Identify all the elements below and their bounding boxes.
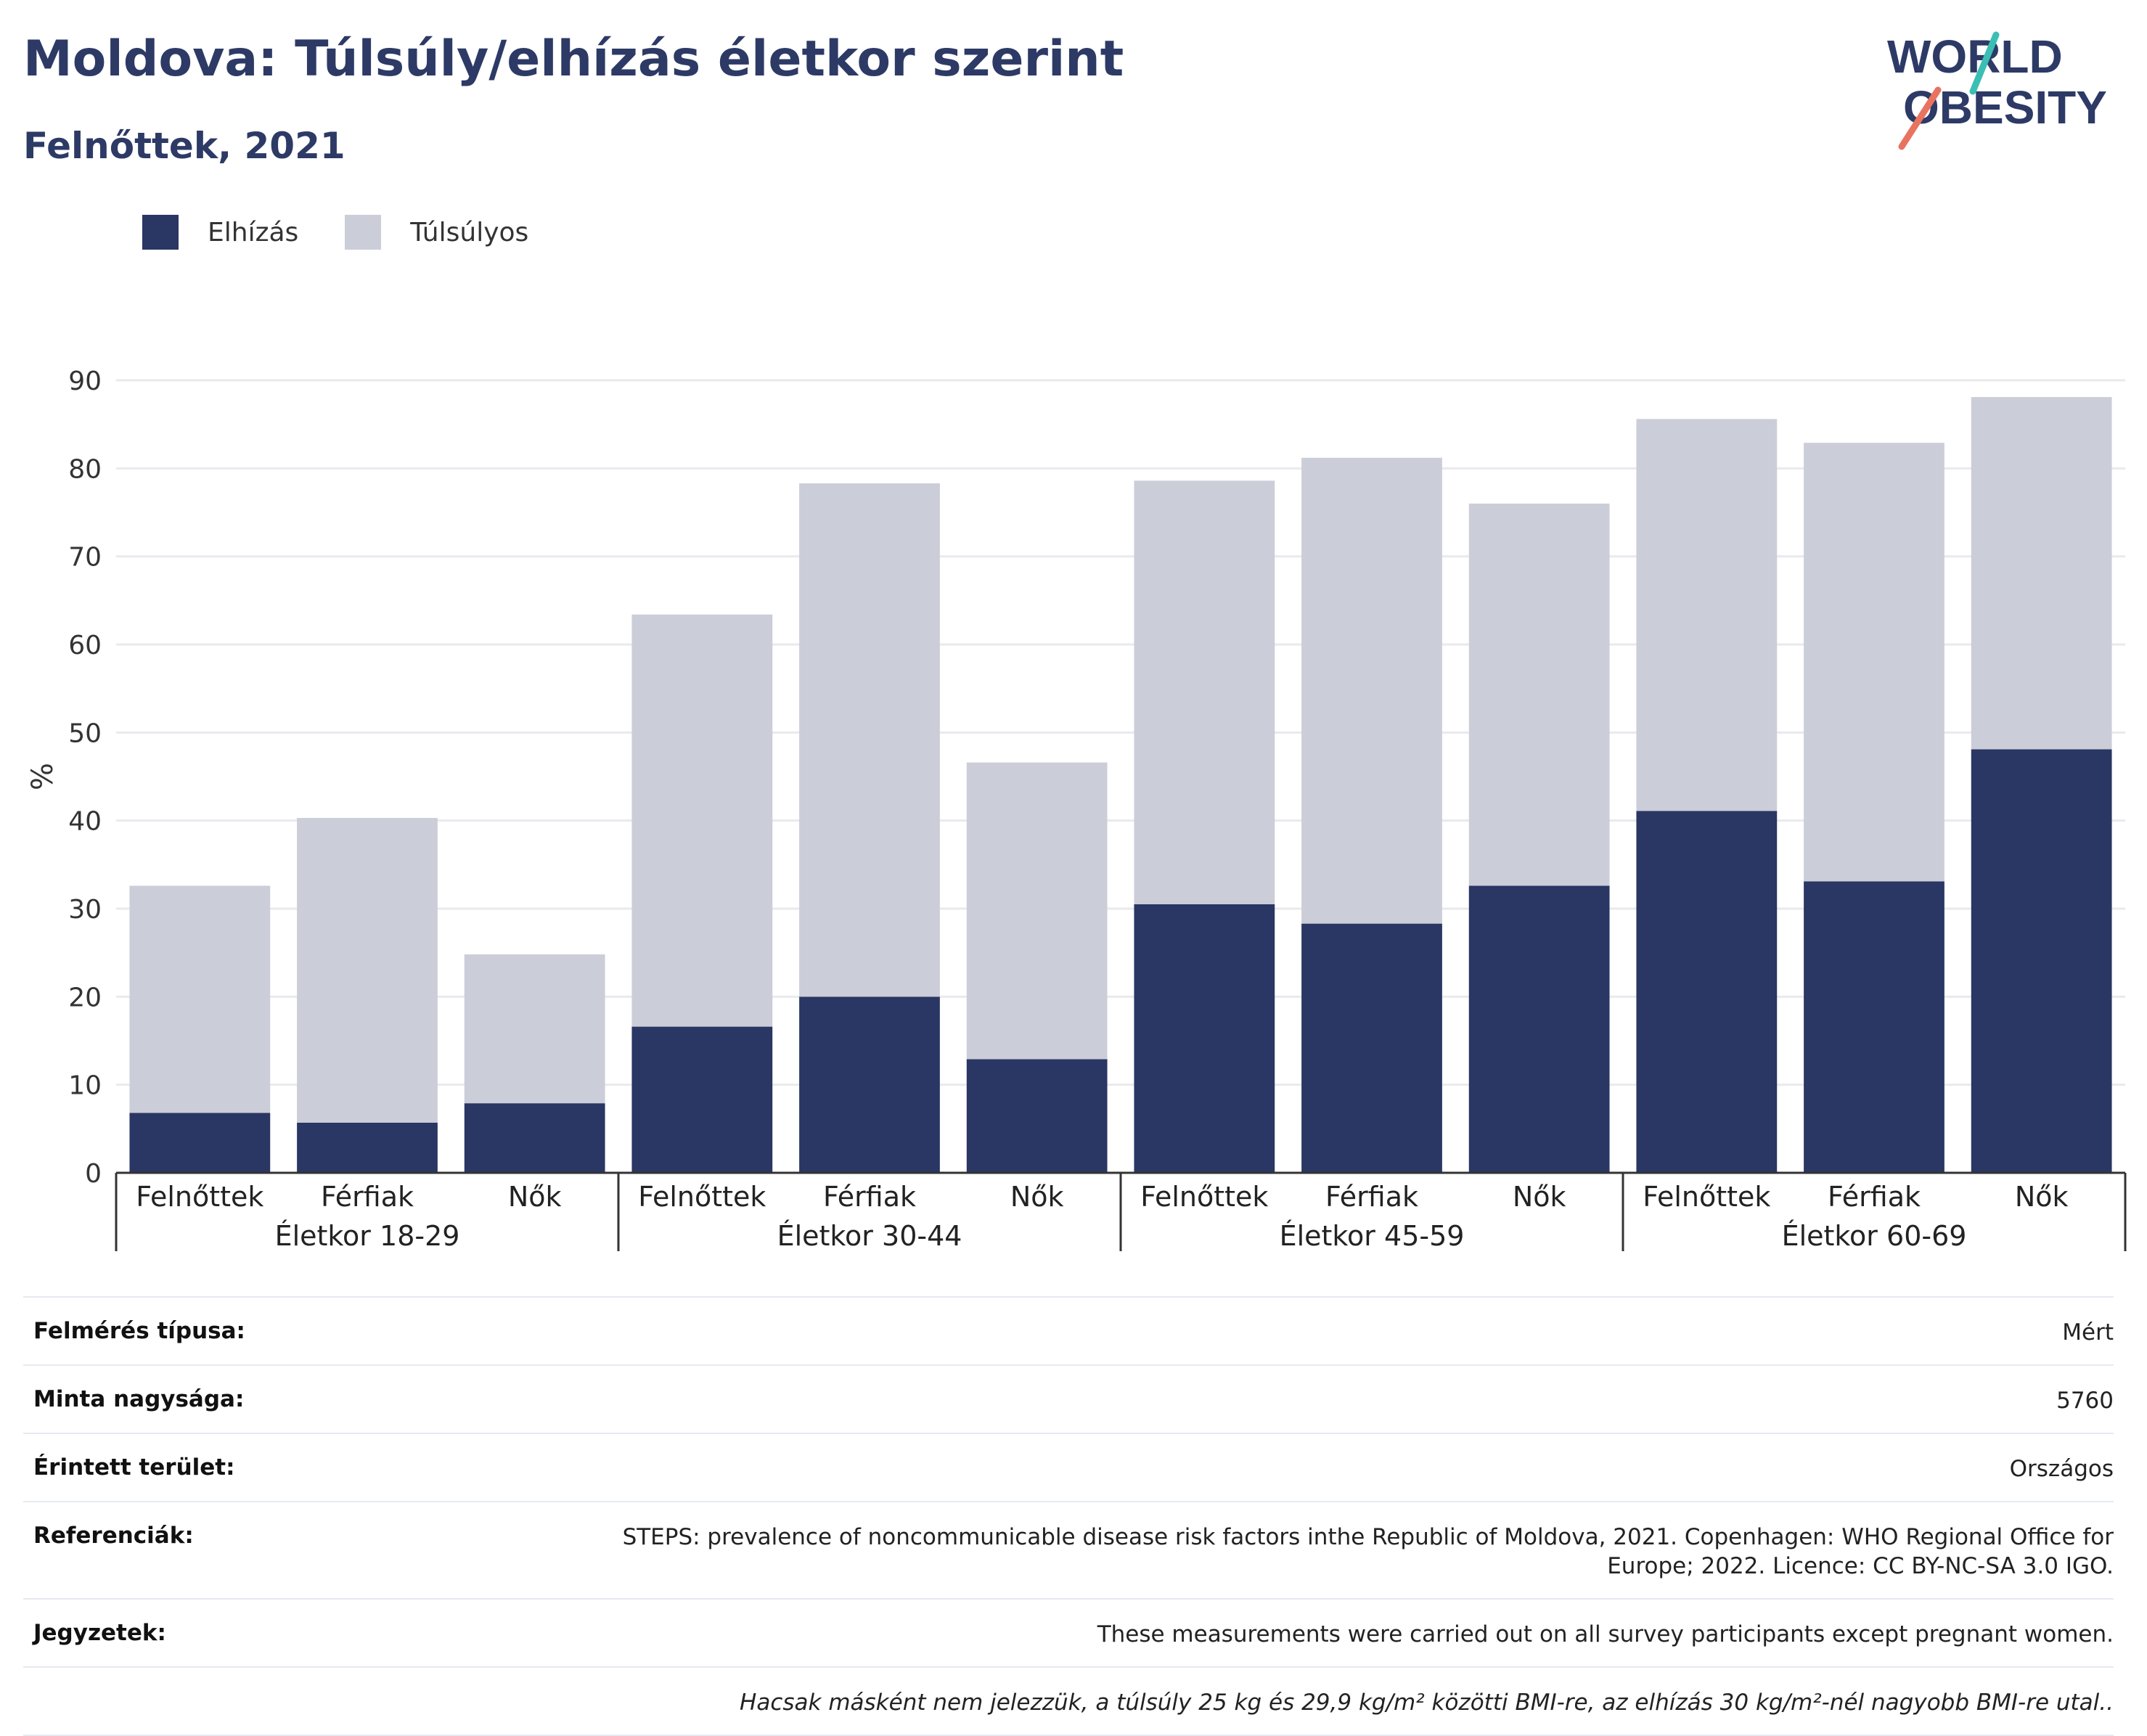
legend-item-overweight: Túlsúlyos	[345, 215, 528, 250]
info-label: Felmérés típusa:	[33, 1318, 245, 1344]
legend-swatch-obesity	[142, 215, 179, 250]
bar-segment-obesity	[1468, 885, 1610, 1173]
y-tick-label: 20	[68, 983, 102, 1012]
logo-line-2: OBESITY	[1903, 81, 2107, 134]
group-label: Életkor 45-59	[1280, 1220, 1465, 1252]
x-tick-label: Nők	[2015, 1181, 2069, 1213]
x-tick-label: Férfiak	[1325, 1181, 1418, 1213]
legend-swatch-overweight	[345, 215, 382, 250]
info-label: Minta nagysága:	[33, 1386, 245, 1412]
info-value: These measurements were carried out on a…	[1097, 1621, 2114, 1647]
world-obesity-logo: WORLD OBESITY	[1887, 30, 2107, 150]
x-tick-label: Felnőttek	[1643, 1181, 1770, 1213]
group-label: Életkor 30-44	[777, 1220, 962, 1252]
bar-segment-obesity	[799, 996, 940, 1173]
logo-slash-coral	[1898, 86, 1942, 150]
bar-segment-obesity	[1971, 749, 2112, 1173]
legend-item-obesity: Elhízás	[142, 215, 298, 250]
bar-segment-overweight	[129, 885, 271, 1113]
chart-subtitle: Felnőttek, 2021	[23, 125, 345, 167]
x-tick-label: Felnőttek	[136, 1181, 263, 1213]
info-label: Érintett terület:	[33, 1454, 235, 1481]
info-value: 5760	[2056, 1388, 2114, 1414]
bar-segment-obesity	[1134, 904, 1275, 1173]
info-value: STEPS: prevalence of noncommunicable dis…	[622, 1524, 2114, 1579]
bar-segment-obesity	[966, 1059, 1108, 1173]
info-value: Országos	[2009, 1456, 2114, 1482]
bar-segment-overweight	[1804, 443, 1944, 882]
bar-segment-overweight	[464, 954, 605, 1104]
chart-legend: Elhízás Túlsúlyos	[142, 215, 575, 250]
x-tick-label: Felnőttek	[638, 1181, 766, 1213]
legend-label-overweight: Túlsúlyos	[410, 217, 529, 247]
bar-segment-obesity	[464, 1103, 605, 1173]
x-tick-label: Felnőttek	[1140, 1181, 1268, 1213]
logo-line-1: WORLD	[1887, 30, 2063, 83]
info-row-sample-size: Minta nagysága: 5760	[23, 1364, 2114, 1433]
info-row-references: Referenciák: STEPS: prevalence of noncom…	[23, 1501, 2114, 1598]
info-value: Hacsak másként nem jelezzük, a túlsúly 2…	[740, 1690, 2114, 1716]
x-tick-label: Nők	[1010, 1181, 1064, 1213]
bar-segment-overweight	[1468, 503, 1610, 886]
y-tick-label: 30	[68, 895, 102, 925]
group-label: Életkor 18-29	[275, 1220, 460, 1252]
bar-segment-overweight	[966, 762, 1108, 1060]
bar-segment-obesity	[1636, 811, 1778, 1173]
bar-segment-obesity	[1804, 881, 1944, 1173]
x-tick-label: Férfiak	[321, 1181, 414, 1213]
bar-segment-overweight	[297, 818, 438, 1123]
y-tick-label: 80	[68, 454, 102, 484]
x-tick-label: Nők	[1513, 1181, 1566, 1213]
y-tick-label: 70	[68, 543, 102, 573]
logo-slash-teal	[1969, 31, 2000, 95]
info-row-notes: Jegyzetek: These measurements were carri…	[23, 1598, 2114, 1666]
info-row-survey-type: Felmérés típusa: Mért	[23, 1296, 2114, 1364]
x-tick-label: Férfiak	[1828, 1181, 1921, 1213]
info-table: Felmérés típusa: Mért Minta nagysága: 57…	[23, 1296, 2114, 1736]
info-value: Mért	[2062, 1319, 2114, 1346]
y-tick-label: 0	[85, 1159, 102, 1189]
bar-segment-obesity	[631, 1026, 773, 1173]
y-tick-label: 40	[68, 807, 102, 837]
y-tick-label: 60	[68, 631, 102, 660]
info-row-area: Érintett terület: Országos	[23, 1433, 2114, 1501]
x-tick-label: Nők	[508, 1181, 562, 1213]
chart-title: Moldova: Túlsúly/elhízás életkor szerint	[23, 30, 1124, 88]
info-row-definition: Hacsak másként nem jelezzük, a túlsúly 2…	[23, 1666, 2114, 1736]
y-tick-label: 50	[68, 718, 102, 748]
bar-segment-overweight	[799, 483, 940, 997]
bar-segment-overweight	[631, 614, 773, 1027]
info-label: Jegyzetek:	[33, 1620, 166, 1646]
y-tick-label: 90	[68, 367, 102, 396]
y-tick-label: 10	[68, 1071, 102, 1101]
info-label: Referenciák:	[33, 1523, 194, 1549]
x-tick-label: Férfiak	[823, 1181, 916, 1213]
bar-segment-overweight	[1636, 419, 1778, 811]
group-label: Életkor 60-69	[1782, 1220, 1967, 1252]
legend-label-obesity: Elhízás	[208, 217, 299, 247]
bar-segment-obesity	[1301, 923, 1442, 1173]
bar-segment-overweight	[1134, 480, 1275, 904]
bar-segment-obesity	[297, 1122, 438, 1173]
bar-segment-obesity	[129, 1113, 271, 1173]
bar-segment-overweight	[1301, 457, 1442, 924]
y-axis-label: %	[26, 763, 60, 790]
stacked-bar-chart: 0 10 20 30 40 50 60 70 80 90% Felnőttek Férfiak Nők F…	[26, 367, 2127, 1252]
bar-segment-overweight	[1971, 397, 2112, 750]
